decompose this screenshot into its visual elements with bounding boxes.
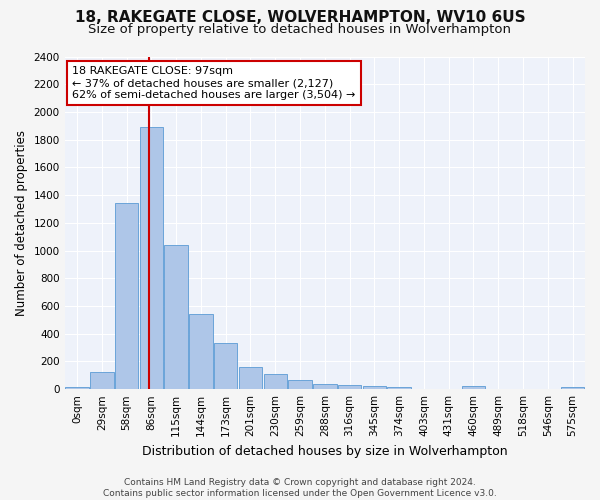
Bar bbox=[362, 386, 386, 389]
Bar bbox=[288, 380, 312, 389]
Text: Size of property relative to detached houses in Wolverhampton: Size of property relative to detached ho… bbox=[89, 22, 511, 36]
Text: Contains HM Land Registry data © Crown copyright and database right 2024.
Contai: Contains HM Land Registry data © Crown c… bbox=[103, 478, 497, 498]
Bar bbox=[462, 386, 485, 389]
Bar bbox=[561, 387, 584, 389]
Bar bbox=[115, 204, 139, 389]
X-axis label: Distribution of detached houses by size in Wolverhampton: Distribution of detached houses by size … bbox=[142, 444, 508, 458]
Bar bbox=[388, 387, 411, 389]
Bar bbox=[90, 372, 113, 389]
Bar bbox=[65, 387, 89, 389]
Bar bbox=[313, 384, 337, 389]
Bar bbox=[140, 127, 163, 389]
Bar bbox=[263, 374, 287, 389]
Text: 18, RAKEGATE CLOSE, WOLVERHAMPTON, WV10 6US: 18, RAKEGATE CLOSE, WOLVERHAMPTON, WV10 … bbox=[74, 10, 526, 25]
Bar bbox=[338, 385, 361, 389]
Y-axis label: Number of detached properties: Number of detached properties bbox=[15, 130, 28, 316]
Bar bbox=[189, 314, 213, 389]
Bar bbox=[164, 245, 188, 389]
Bar bbox=[239, 367, 262, 389]
Text: 18 RAKEGATE CLOSE: 97sqm
← 37% of detached houses are smaller (2,127)
62% of sem: 18 RAKEGATE CLOSE: 97sqm ← 37% of detach… bbox=[73, 66, 356, 100]
Bar bbox=[214, 342, 238, 389]
